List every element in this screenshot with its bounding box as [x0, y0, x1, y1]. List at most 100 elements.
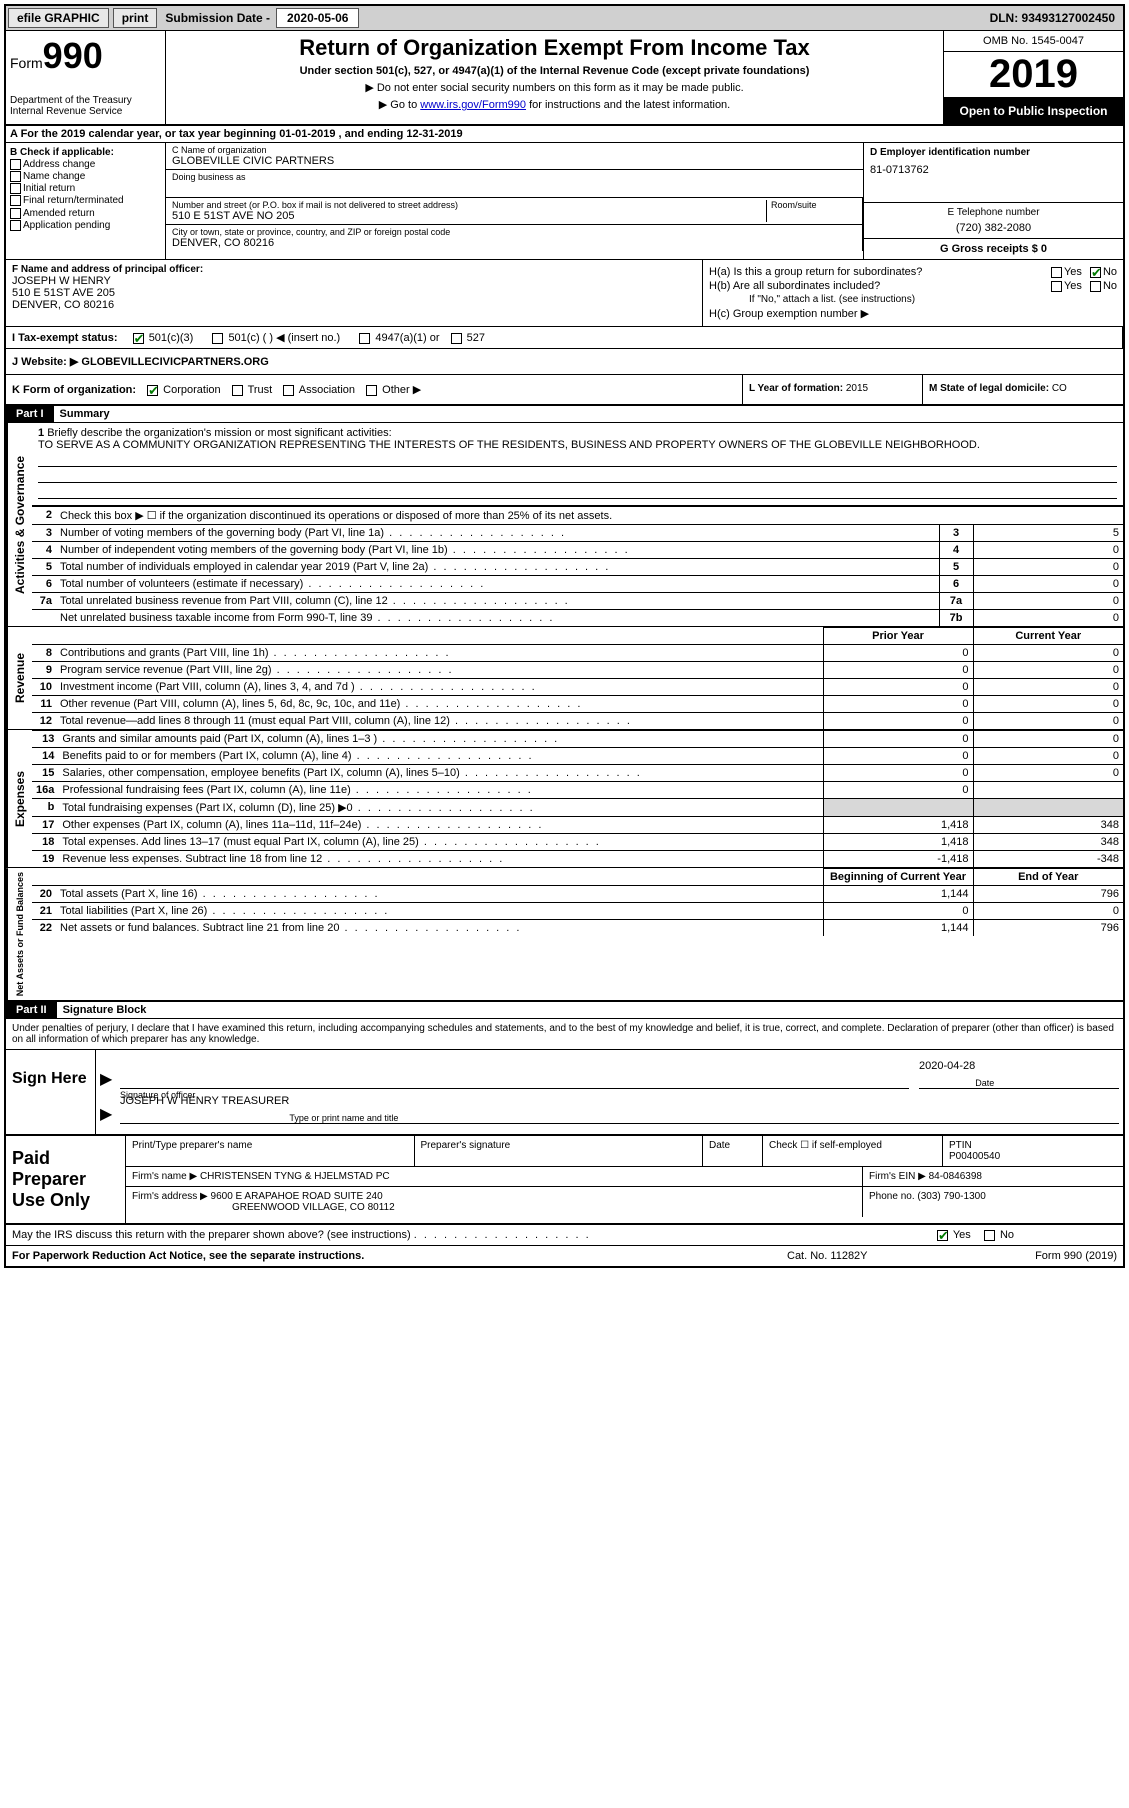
firm-name-value: CHRISTENSEN TYNG & HJELMSTAD PC	[200, 1171, 390, 1182]
k-assoc: Association	[299, 384, 355, 396]
k-label: K Form of organization:	[12, 384, 136, 396]
self-employed-cell: Check ☐ if self-employed	[763, 1136, 943, 1166]
signature-declaration: Under penalties of perjury, I declare th…	[6, 1019, 1123, 1050]
table-row: 10Investment income (Part VIII, column (…	[32, 679, 1123, 696]
preparer-name-label: Print/Type preparer's name	[126, 1136, 415, 1166]
firm-phone-cell: Phone no. (303) 790-1300	[863, 1187, 1123, 1217]
ha-yes-cb[interactable]	[1051, 267, 1062, 278]
discuss-no: No	[1000, 1229, 1014, 1241]
officer-printed-name: JOSEPH W HENRY TREASURER	[120, 1095, 289, 1107]
table-row: 19Revenue less expenses. Subtract line 1…	[32, 851, 1123, 868]
submission-date-label: Submission Date -	[159, 9, 276, 27]
sig-arrow-icon: ▶	[100, 1069, 120, 1089]
m-value: CO	[1052, 383, 1067, 394]
cb-other[interactable]	[366, 385, 377, 396]
org-name-label: C Name of organization	[172, 145, 857, 155]
signature-field[interactable]: Signature of officer	[120, 1072, 909, 1089]
m-label: M State of legal domicile:	[929, 383, 1052, 394]
cb-final-return[interactable]: Final return/terminated	[10, 195, 161, 206]
i-4947: 4947(a)(1) or	[375, 332, 439, 344]
table-row: 14Benefits paid to or for members (Part …	[32, 748, 1123, 765]
cat-no: Cat. No. 11282Y	[787, 1250, 967, 1262]
city-label: City or town, state or province, country…	[172, 227, 856, 237]
hb-no-cb[interactable]	[1090, 281, 1101, 292]
discuss-row: May the IRS discuss this return with the…	[6, 1225, 1123, 1246]
phone-label: E Telephone number	[870, 207, 1117, 218]
table-row: 21Total liabilities (Part X, line 26)00	[32, 903, 1123, 920]
firm-addr-label: Firm's address ▶	[132, 1191, 211, 1202]
website-value: GLOBEVILLECIVICPARTNERS.ORG	[81, 356, 268, 368]
cb-501c[interactable]	[212, 333, 223, 344]
gov-row: 5Total number of individuals employed in…	[32, 559, 1123, 576]
sign-here-label: Sign Here	[6, 1050, 96, 1134]
gov-row: 2Check this box ▶ ☐ if the organization …	[32, 507, 1123, 525]
vtab-revenue: Revenue	[6, 627, 32, 729]
hb-label: H(b) Are all subordinates included?	[709, 280, 1051, 292]
header-middle: Return of Organization Exempt From Incom…	[166, 31, 943, 124]
table-row: 22Net assets or fund balances. Subtract …	[32, 920, 1123, 937]
ha-no-cb[interactable]	[1090, 267, 1101, 278]
cb-amended-return[interactable]: Amended return	[10, 208, 161, 219]
section-bcde: B Check if applicable: Address change Na…	[6, 143, 1123, 260]
form990-link[interactable]: www.irs.gov/Form990	[420, 99, 526, 111]
header-right: OMB No. 1545-0047 2019 Open to Public In…	[943, 31, 1123, 124]
col-e-phone: E Telephone number (720) 382-2080	[864, 203, 1123, 239]
table-row: 16aProfessional fundraising fees (Part I…	[32, 782, 1123, 799]
section-revenue: Revenue Prior YearCurrent Year 8Contribu…	[6, 627, 1123, 730]
officer-name-label: Type or print name and title	[289, 1113, 398, 1123]
part1-header-row: Part I Summary	[6, 406, 1123, 423]
vtab-net-assets: Net Assets or Fund Balances	[6, 868, 32, 1000]
paperwork-notice: For Paperwork Reduction Act Notice, see …	[12, 1250, 787, 1262]
table-row: 15Salaries, other compensation, employee…	[32, 765, 1123, 782]
table-row: 9Program service revenue (Part VIII, lin…	[32, 662, 1123, 679]
section-governance: Activities & Governance 1 Briefly descri…	[6, 423, 1123, 627]
officer-street: 510 E 51ST AVE 205	[12, 287, 696, 299]
cb-address-change[interactable]: Address change	[10, 159, 161, 170]
gov-table: 2Check this box ▶ ☐ if the organization …	[32, 506, 1123, 626]
cb-4947[interactable]	[359, 333, 370, 344]
col-l-year: L Year of formation: 2015	[743, 375, 923, 404]
discuss-no-cb[interactable]	[984, 1230, 995, 1241]
submission-date-value: 2020-05-06	[276, 8, 359, 28]
prior-year-hdr: Prior Year	[823, 628, 973, 645]
print-button[interactable]: print	[113, 8, 158, 28]
line1-mission: 1 Briefly describe the organization's mi…	[32, 423, 1123, 506]
cb-501c3[interactable]	[133, 333, 144, 344]
header-left: Form990 Department of the Treasury Inter…	[6, 31, 166, 124]
line1-label: Briefly describe the organization's miss…	[47, 427, 391, 439]
city-value: DENVER, CO 80216	[172, 237, 856, 249]
section-klm: K Form of organization: Corporation Trus…	[6, 375, 1123, 406]
cb-association[interactable]	[283, 385, 294, 396]
officer-name: JOSEPH W HENRY	[12, 275, 696, 287]
section-net-assets: Net Assets or Fund Balances Beginning of…	[6, 868, 1123, 1002]
net-assets-table: Beginning of Current YearEnd of Year 20T…	[32, 868, 1123, 936]
col-f-officer: F Name and address of principal officer:…	[6, 260, 703, 326]
cb-corporation[interactable]	[147, 385, 158, 396]
cb-name-change[interactable]: Name change	[10, 171, 161, 182]
form-subtitle: Under section 501(c), 527, or 4947(a)(1)…	[174, 65, 935, 77]
col-c-org-info: C Name of organization GLOBEVILLE CIVIC …	[166, 143, 863, 259]
ha-yes: Yes	[1064, 266, 1082, 278]
officer-city: DENVER, CO 80216	[12, 299, 696, 311]
form-num: 990	[43, 35, 103, 76]
cb-trust[interactable]	[232, 385, 243, 396]
part1-badge: Part I	[6, 406, 54, 422]
signature-date-field: 2020-04-28 Date	[919, 1060, 1119, 1089]
form-990-page: efile GRAPHIC print Submission Date - 20…	[4, 4, 1125, 1268]
form-word: Form	[10, 55, 43, 71]
hb-yes-cb[interactable]	[1051, 281, 1062, 292]
gross-receipts-value: 0	[1041, 243, 1047, 255]
table-row: 12Total revenue—add lines 8 through 11 (…	[32, 713, 1123, 730]
gov-row: 7aTotal unrelated business revenue from …	[32, 593, 1123, 610]
firm-addr1: 9600 E ARAPAHOE ROAD SUITE 240	[211, 1191, 383, 1202]
firm-name-cell: Firm's name ▶ CHRISTENSEN TYNG & HJELMST…	[126, 1167, 863, 1186]
cb-527[interactable]	[451, 333, 462, 344]
form-ref: Form 990 (2019)	[967, 1250, 1117, 1262]
i-501c3: 501(c)(3)	[149, 332, 194, 344]
sig-date-value: 2020-04-28	[919, 1060, 975, 1072]
cb-application-pending[interactable]: Application pending	[10, 220, 161, 231]
cb-initial-return[interactable]: Initial return	[10, 183, 161, 194]
discuss-yes-cb[interactable]	[937, 1230, 948, 1241]
ssn-note: ▶ Do not enter social security numbers o…	[174, 81, 935, 94]
tax-year: 2019	[944, 52, 1123, 98]
